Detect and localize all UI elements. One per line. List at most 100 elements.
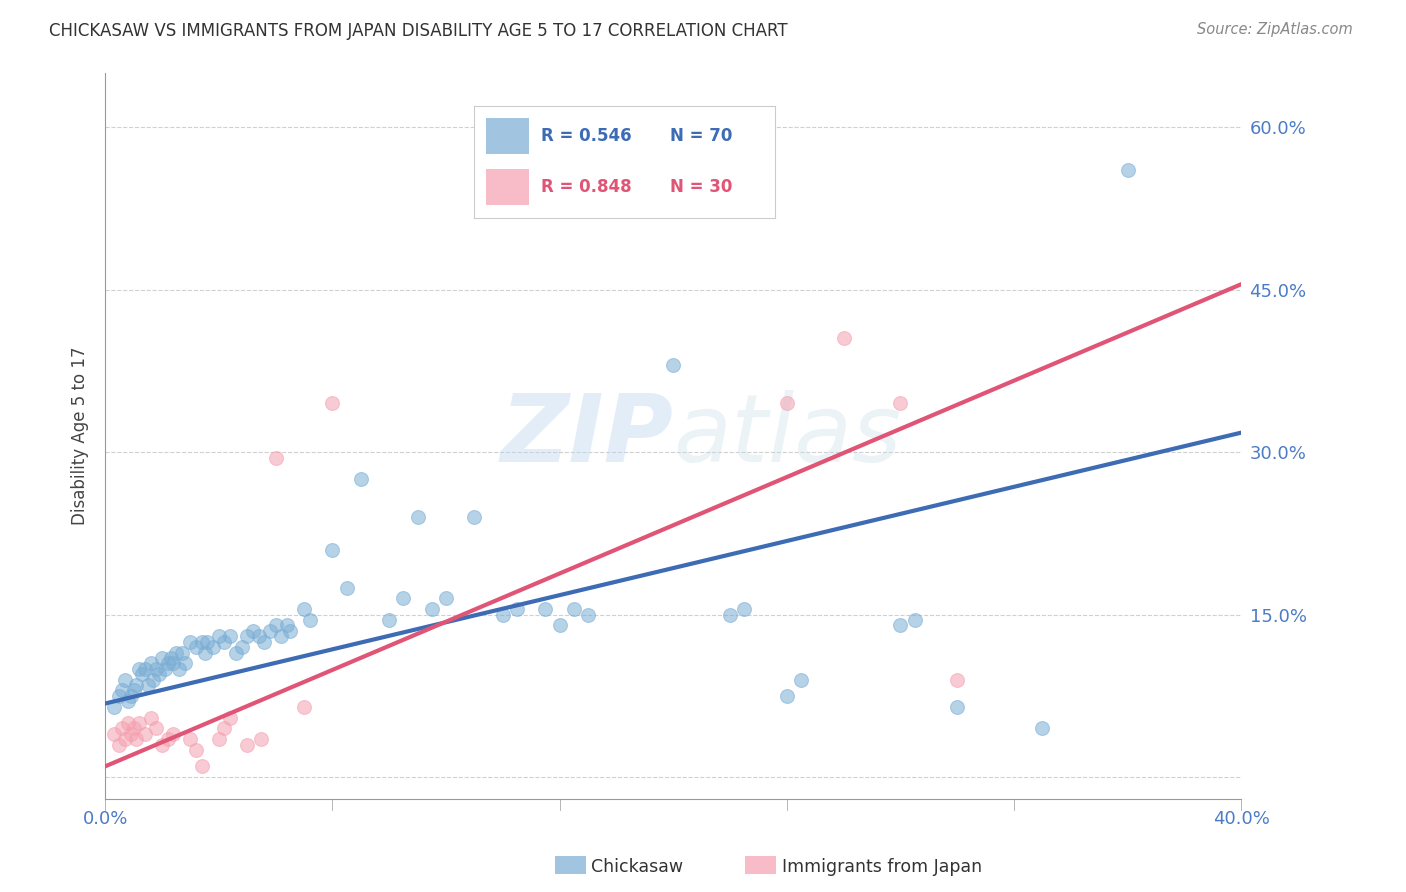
Point bbox=[122, 722, 145, 736]
Point bbox=[1116, 163, 1139, 178]
Point bbox=[434, 591, 457, 606]
Point bbox=[111, 722, 134, 736]
Point bbox=[946, 699, 969, 714]
Point bbox=[278, 624, 301, 638]
Point bbox=[259, 624, 281, 638]
Point bbox=[776, 689, 799, 703]
Text: ZIP: ZIP bbox=[501, 390, 673, 482]
Text: CHICKASAW VS IMMIGRANTS FROM JAPAN DISABILITY AGE 5 TO 17 CORRELATION CHART: CHICKASAW VS IMMIGRANTS FROM JAPAN DISAB… bbox=[49, 22, 787, 40]
Point bbox=[264, 618, 287, 632]
Text: Chickasaw: Chickasaw bbox=[591, 858, 683, 876]
Point bbox=[214, 634, 236, 648]
Point bbox=[194, 646, 217, 660]
Point bbox=[145, 662, 167, 676]
Point bbox=[219, 710, 242, 724]
Point bbox=[148, 667, 170, 681]
Point bbox=[250, 732, 273, 747]
Y-axis label: Disability Age 5 to 17: Disability Age 5 to 17 bbox=[72, 347, 89, 525]
Point bbox=[336, 581, 359, 595]
Point bbox=[208, 732, 231, 747]
Point bbox=[889, 396, 911, 410]
Point bbox=[173, 657, 195, 671]
Point bbox=[946, 673, 969, 687]
Point bbox=[236, 629, 259, 643]
Point bbox=[114, 732, 136, 747]
Point bbox=[219, 629, 242, 643]
Text: Immigrants from Japan: Immigrants from Japan bbox=[782, 858, 981, 876]
Point bbox=[184, 743, 207, 757]
Point bbox=[191, 759, 214, 773]
Point bbox=[247, 629, 270, 643]
Point bbox=[534, 602, 557, 616]
Point bbox=[117, 716, 139, 731]
Point bbox=[150, 651, 173, 665]
Point bbox=[184, 640, 207, 655]
Point bbox=[114, 673, 136, 687]
Point bbox=[292, 699, 315, 714]
Point bbox=[136, 678, 159, 692]
Point bbox=[125, 732, 148, 747]
Point bbox=[903, 613, 925, 627]
Point bbox=[270, 629, 292, 643]
Point bbox=[225, 646, 247, 660]
Point bbox=[776, 396, 799, 410]
Point bbox=[153, 662, 176, 676]
Point bbox=[156, 732, 179, 747]
Point bbox=[492, 607, 515, 622]
Point bbox=[197, 634, 219, 648]
Point bbox=[790, 673, 813, 687]
Point bbox=[108, 689, 131, 703]
Point bbox=[662, 359, 685, 373]
Point bbox=[167, 662, 190, 676]
Point bbox=[242, 624, 264, 638]
Point bbox=[889, 618, 911, 632]
Point bbox=[548, 618, 571, 632]
Point bbox=[576, 607, 599, 622]
Point bbox=[128, 662, 150, 676]
Point bbox=[139, 657, 162, 671]
Point bbox=[420, 602, 443, 616]
Point bbox=[236, 738, 259, 752]
Point bbox=[165, 646, 187, 660]
Point bbox=[463, 510, 485, 524]
Point bbox=[139, 710, 162, 724]
Point bbox=[350, 472, 373, 486]
Point bbox=[122, 683, 145, 698]
Point bbox=[170, 646, 193, 660]
Point bbox=[231, 640, 253, 655]
Point bbox=[562, 602, 585, 616]
Point bbox=[108, 738, 131, 752]
Point bbox=[134, 727, 156, 741]
Point bbox=[111, 683, 134, 698]
Point bbox=[292, 602, 315, 616]
Point bbox=[733, 602, 755, 616]
Point bbox=[120, 727, 142, 741]
Point bbox=[718, 607, 741, 622]
Point bbox=[378, 613, 401, 627]
Point bbox=[276, 618, 298, 632]
Point bbox=[159, 651, 181, 665]
Point bbox=[117, 694, 139, 708]
Point bbox=[321, 396, 343, 410]
Point bbox=[208, 629, 231, 643]
Point bbox=[214, 722, 236, 736]
Point bbox=[506, 602, 529, 616]
Point bbox=[131, 667, 153, 681]
Point bbox=[392, 591, 415, 606]
Text: Source: ZipAtlas.com: Source: ZipAtlas.com bbox=[1197, 22, 1353, 37]
Point bbox=[103, 727, 125, 741]
Point bbox=[191, 634, 214, 648]
Point bbox=[253, 634, 276, 648]
Point bbox=[179, 732, 201, 747]
Text: atlas: atlas bbox=[673, 391, 901, 482]
Point bbox=[103, 699, 125, 714]
Point bbox=[145, 722, 167, 736]
Point bbox=[406, 510, 429, 524]
Point bbox=[298, 613, 321, 627]
Point bbox=[264, 450, 287, 465]
Point bbox=[128, 716, 150, 731]
Point bbox=[1031, 722, 1053, 736]
Point bbox=[321, 542, 343, 557]
Point bbox=[134, 662, 156, 676]
Point bbox=[150, 738, 173, 752]
